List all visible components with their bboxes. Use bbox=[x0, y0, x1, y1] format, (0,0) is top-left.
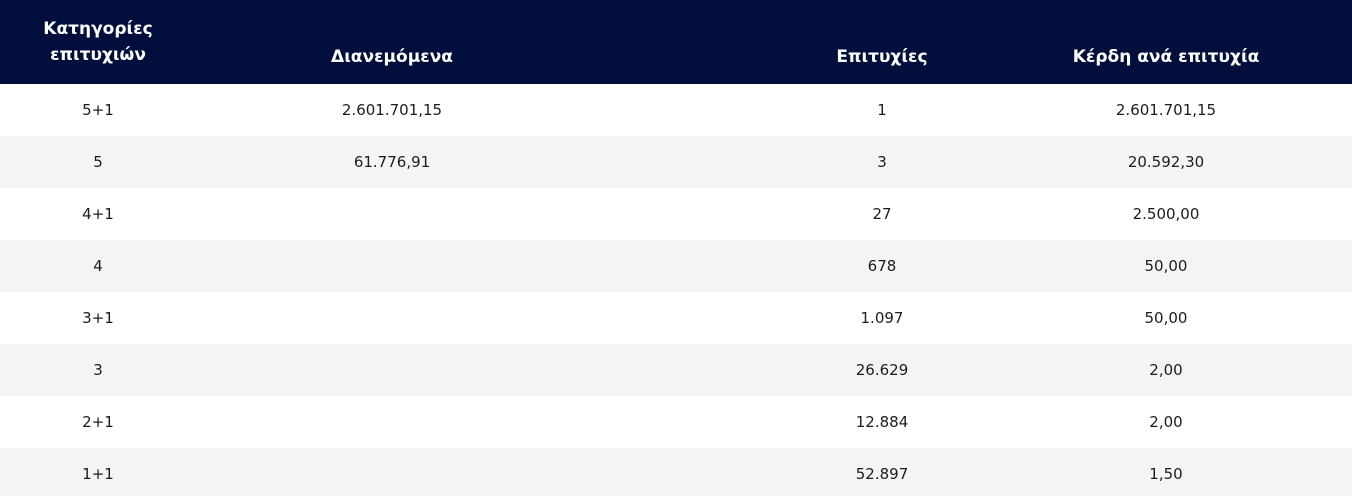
winners-cell: 1.097 bbox=[860, 309, 904, 327]
distributed-cell bbox=[196, 448, 784, 496]
header-prize-per-winner: Κέρδη ανά επιτυχία bbox=[1072, 47, 1260, 67]
category-cell: 4 bbox=[93, 257, 103, 275]
distributed-cell: 2.601.701,15 bbox=[341, 101, 443, 119]
table-row: 1+1 52.897 1,50 bbox=[0, 448, 1352, 496]
category-cell: 1+1 bbox=[82, 465, 114, 483]
distributed-cell bbox=[196, 396, 784, 448]
table-row: 5+1 2.601.701,15 1 2.601.701,15 bbox=[0, 84, 1352, 136]
prize-cell: 50,00 bbox=[1144, 257, 1188, 275]
winners-cell: 678 bbox=[867, 257, 897, 275]
category-cell: 5+1 bbox=[82, 101, 114, 119]
category-cell: 5 bbox=[93, 153, 103, 171]
distributed-cell bbox=[196, 292, 784, 344]
prize-cell: 20.592,30 bbox=[1127, 153, 1205, 171]
table-body: 5+1 2.601.701,15 1 2.601.701,15 5 61.776… bbox=[0, 84, 1352, 496]
prize-cell: 2.601.701,15 bbox=[1115, 101, 1217, 119]
table-header: Κατηγορίες επιτυχιών Διανεμόμενα Επιτυχί… bbox=[0, 0, 1352, 84]
category-cell: 3 bbox=[93, 361, 103, 379]
table-row: 3 26.629 2,00 bbox=[0, 344, 1352, 396]
prize-cell: 2,00 bbox=[1149, 413, 1183, 431]
category-cell: 3+1 bbox=[82, 309, 114, 327]
winners-cell: 26.629 bbox=[855, 361, 909, 379]
winners-cell: 27 bbox=[872, 205, 892, 223]
prize-cell: 1,50 bbox=[1149, 465, 1183, 483]
winners-cell: 52.897 bbox=[855, 465, 909, 483]
prize-cell: 50,00 bbox=[1144, 309, 1188, 327]
table-row: 2+1 12.884 2,00 bbox=[0, 396, 1352, 448]
header-row: Κατηγορίες επιτυχιών Διανεμόμενα Επιτυχί… bbox=[0, 0, 1352, 84]
distributed-cell bbox=[196, 188, 784, 240]
header-category: Κατηγορίες επιτυχιών bbox=[43, 19, 153, 65]
distributed-cell bbox=[196, 344, 784, 396]
prize-cell: 2.500,00 bbox=[1132, 205, 1200, 223]
category-cell: 4+1 bbox=[82, 205, 114, 223]
header-winners: Επιτυχίες bbox=[836, 47, 928, 67]
table-row: 3+1 1.097 50,00 bbox=[0, 292, 1352, 344]
winners-cell: 3 bbox=[877, 153, 887, 171]
prize-cell: 2,00 bbox=[1149, 361, 1183, 379]
header-distributed: Διανεμόμενα bbox=[331, 47, 453, 67]
distributed-cell: 61.776,91 bbox=[353, 153, 431, 171]
winners-cell: 12.884 bbox=[855, 413, 909, 431]
category-cell: 2+1 bbox=[82, 413, 114, 431]
winners-cell: 1 bbox=[877, 101, 887, 119]
table-row: 4+1 27 2.500,00 bbox=[0, 188, 1352, 240]
table-row: 4 678 50,00 bbox=[0, 240, 1352, 292]
distributed-cell bbox=[196, 240, 784, 292]
table-row: 5 61.776,91 3 20.592,30 bbox=[0, 136, 1352, 188]
